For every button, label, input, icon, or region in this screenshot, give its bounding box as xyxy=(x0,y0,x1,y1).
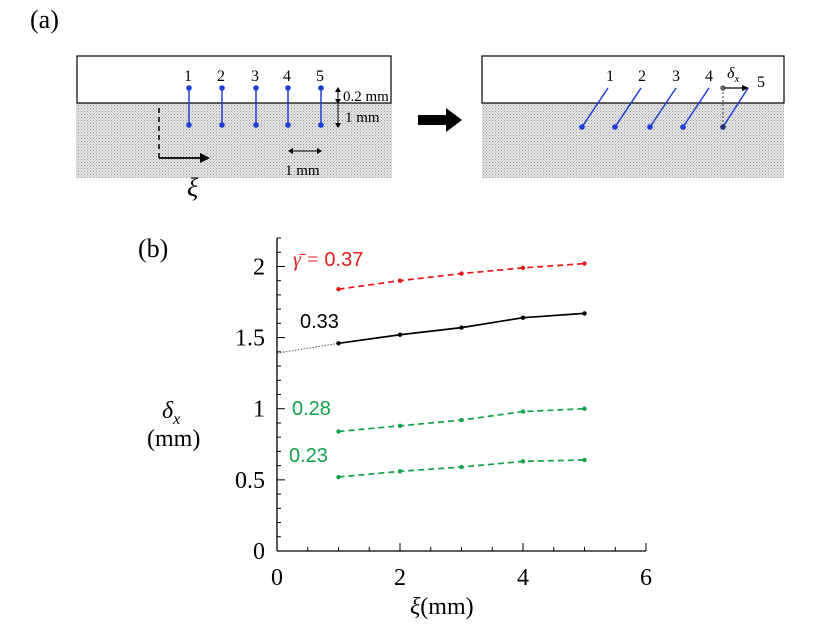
y-tick-label: 0.5 xyxy=(235,468,265,494)
chart-axes xyxy=(276,238,646,552)
sheared-pin-3 xyxy=(647,87,677,130)
data-point xyxy=(520,409,526,414)
pin-number-3: 3 xyxy=(251,68,259,85)
indenter-block-right xyxy=(481,55,785,104)
pin-4 xyxy=(285,85,291,128)
y-tick-label: 2 xyxy=(253,254,265,280)
y-axis-unit: (mm) xyxy=(147,426,200,452)
sheared-pin-number-2: 2 xyxy=(638,68,646,85)
panel-a-label: (a) xyxy=(30,5,59,34)
y-tick-label: 1.5 xyxy=(235,326,265,352)
dim-bottom-arrow-icon xyxy=(288,148,293,154)
pin-2 xyxy=(219,85,225,128)
series-0.37-line xyxy=(338,262,585,291)
panel-a: (a) ξ xyxy=(30,5,785,202)
data-point xyxy=(336,429,341,434)
pin-1 xyxy=(186,85,192,128)
pin-number-4: 4 xyxy=(283,68,291,85)
pin-3 xyxy=(253,85,259,128)
data-point xyxy=(336,287,341,292)
data-point xyxy=(582,261,587,266)
delta-x-label: δx xyxy=(727,65,739,85)
substrate-right xyxy=(482,103,784,178)
y-axis-label: δx (mm) xyxy=(147,398,200,452)
data-point xyxy=(459,325,464,330)
chart-series xyxy=(276,261,587,480)
sheared-pin-number-3: 3 xyxy=(672,68,680,85)
x-axis-label: ξ(mm) xyxy=(410,594,474,620)
series-0.23 xyxy=(336,457,587,480)
y-tick-label: 1 xyxy=(253,397,265,423)
dim-top-arrow-icon xyxy=(335,99,341,104)
panel-b-label: (b) xyxy=(138,234,168,263)
x-tick-label: 4 xyxy=(517,565,529,591)
sheared-pin-number-1: 1 xyxy=(606,68,614,85)
xi-symbol: ξ xyxy=(187,173,199,202)
data-point xyxy=(520,459,526,464)
y-tick-label: 0 xyxy=(253,539,265,565)
pin-number-5: 5 xyxy=(316,68,324,85)
x-tick-label: 6 xyxy=(640,565,652,591)
panel-b: (b) 0 0.5 1 1.5 2 0 2 4 6 δx (mm) ξ(mm) γ̄ = 0.3… xyxy=(138,234,652,620)
sheared-pin-4 xyxy=(680,87,710,130)
sheared-pin-number-4: 4 xyxy=(705,68,713,85)
data-point xyxy=(582,311,587,316)
transition-arrow-icon xyxy=(418,108,462,132)
series-0.28 xyxy=(336,406,587,434)
substrate-left xyxy=(76,103,392,178)
svg-text:δx: δx xyxy=(162,398,180,428)
series-label-0.33: 0.33 xyxy=(300,311,339,333)
data-point xyxy=(459,417,464,423)
sheared-pin-5 xyxy=(720,85,749,130)
data-point xyxy=(336,341,341,346)
series-0.33 xyxy=(276,311,587,354)
chart-ticks: 0 0.5 1 1.5 2 0 2 4 6 xyxy=(235,237,652,591)
series-label-0.28: 0.28 xyxy=(292,398,331,420)
sheared-pin-number-5: 5 xyxy=(757,74,765,91)
data-point xyxy=(397,469,403,474)
schematic-before: ξ 1 2 3 xyxy=(76,55,392,202)
dim-top-label: 0.2 mm xyxy=(343,89,389,105)
sheared-pin-2 xyxy=(612,87,642,130)
series-0.33-extrapolation xyxy=(276,342,339,354)
data-point xyxy=(397,278,403,283)
pin-5 xyxy=(318,85,324,128)
data-point xyxy=(520,265,526,271)
sheared-pin-1 xyxy=(579,87,609,130)
dim-top-arrow-icon xyxy=(335,87,341,92)
pin-number-1: 1 xyxy=(184,68,192,85)
data-point xyxy=(459,464,464,470)
data-point xyxy=(582,457,587,463)
x-tick-label: 0 xyxy=(271,565,283,591)
data-point xyxy=(336,474,341,480)
dim-bottom-label: 1 mm xyxy=(285,163,320,179)
data-point xyxy=(582,406,587,411)
series-label-0.23: 0.23 xyxy=(289,445,328,467)
pin-number-2: 2 xyxy=(217,68,225,85)
indenter-block-left xyxy=(76,55,392,104)
schematic-after: 1 2 3 4 5 δx xyxy=(481,55,785,178)
data-point xyxy=(520,315,526,320)
series-label-0.37: γ̄ = 0.37 xyxy=(293,249,363,271)
data-point xyxy=(397,332,403,337)
data-point xyxy=(459,271,464,276)
dim-side-label: 1 mm xyxy=(345,110,380,126)
dim-bottom-arrow-icon xyxy=(317,148,322,154)
dim-side-arrow-icon xyxy=(335,123,341,128)
x-tick-label: 2 xyxy=(394,565,406,591)
xi-arrowhead-icon xyxy=(200,153,210,163)
data-point xyxy=(397,423,403,428)
series-0.37 xyxy=(336,261,587,292)
